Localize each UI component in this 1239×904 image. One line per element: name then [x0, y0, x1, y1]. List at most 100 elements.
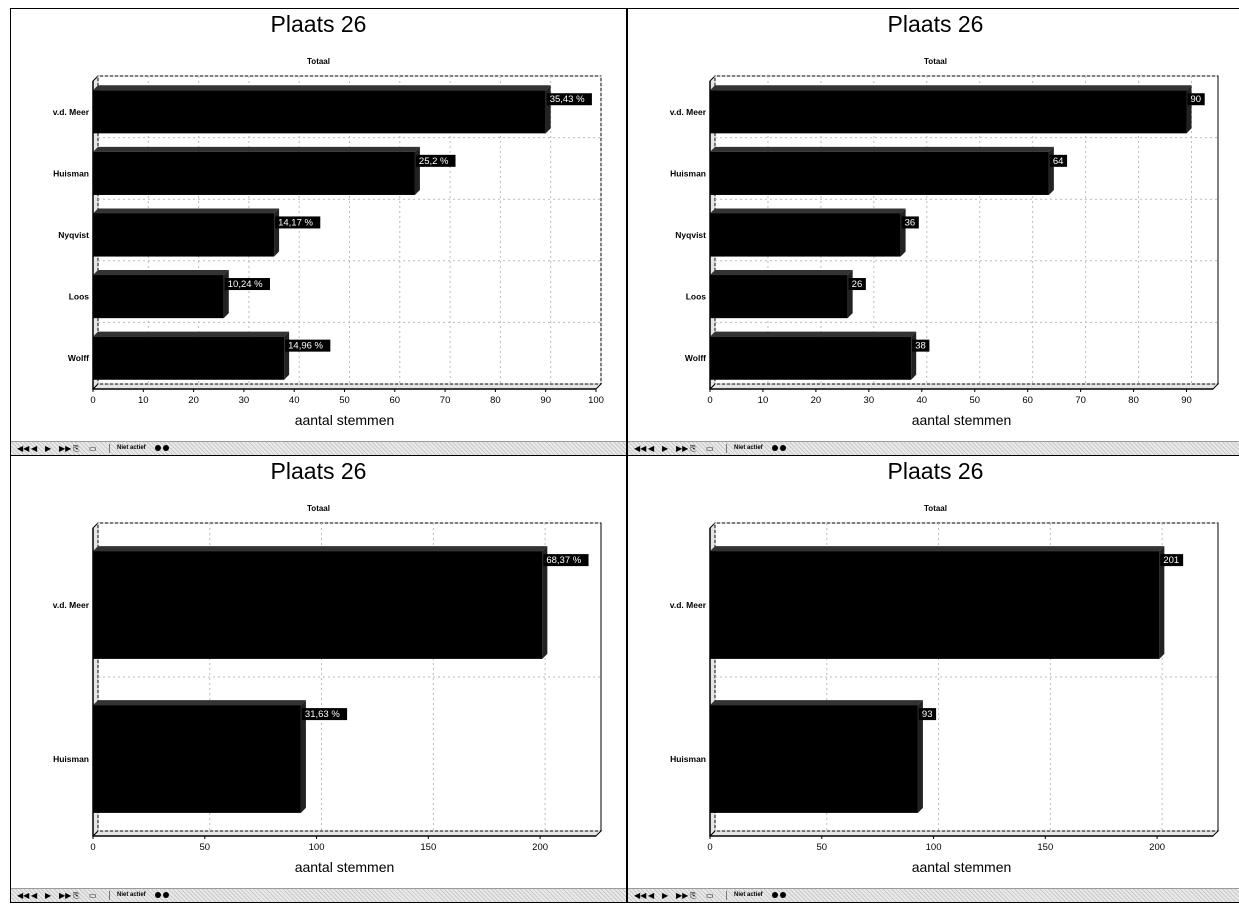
next-page-button[interactable]: ▶: [662, 891, 669, 900]
status-dot-icon[interactable]: [780, 445, 786, 451]
bar-end-face: [847, 270, 853, 319]
next-page-button[interactable]: ▶: [45, 891, 52, 900]
bar-top-face: [710, 270, 853, 276]
data-label-box: [301, 708, 348, 721]
bar: [93, 705, 301, 813]
bar: [93, 151, 415, 195]
category-label: Wolff: [685, 353, 706, 363]
x-tick-label: 150: [420, 842, 436, 853]
x-tick-label: 80: [490, 395, 501, 406]
bar-top-face: [710, 331, 917, 337]
x-axis-title: aantal stemmen: [295, 859, 395, 875]
x-tick-label: 20: [188, 395, 199, 406]
bar-chart: v.d. Meer 90 Huisman 64 Nyqvist 36 Loos 26 Wolff…: [670, 74, 1220, 428]
x-tick-label: 50: [816, 842, 827, 853]
category-label: Nyqvist: [675, 230, 706, 240]
bar-chart: v.d. Meer 35,43 % Huisman 25,2 % Nyqvist 14,1…: [53, 74, 604, 428]
category-label: v.d. Meer: [670, 107, 707, 117]
data-label: 31,63 %: [305, 709, 340, 720]
x-tick-label: 40: [917, 395, 928, 406]
status-dot-icon[interactable]: [780, 892, 786, 898]
view-button[interactable]: ▭: [706, 444, 714, 453]
bar-top-face: [93, 700, 306, 706]
data-label: 26: [852, 279, 863, 290]
bar-top-face: [93, 146, 420, 152]
data-label: 10,24 %: [228, 279, 263, 290]
bar: [710, 90, 1187, 134]
data-label-box: [901, 216, 919, 229]
bar-end-face: [1186, 85, 1192, 134]
toolbar-separator: [109, 444, 110, 453]
panel-title: Plaats 26: [887, 11, 984, 37]
export-button[interactable]: ⎘: [690, 444, 697, 453]
previous-page-button[interactable]: ◀: [648, 444, 655, 453]
bar-end-face: [223, 270, 229, 319]
category-label: Huisman: [670, 754, 706, 764]
first-page-button[interactable]: ◀◀: [634, 891, 647, 900]
first-page-button[interactable]: ◀◀: [17, 444, 30, 453]
category-label: v.d. Meer: [53, 107, 90, 117]
x-tick-label: 0: [707, 395, 712, 406]
first-page-button[interactable]: ◀◀: [17, 891, 30, 900]
previous-page-button[interactable]: ◀: [648, 891, 655, 900]
previous-page-button[interactable]: ◀: [31, 891, 38, 900]
chart-panel-percent-five: Plaats 26 Totaal v.d. Meer 35,43 % Huisman…: [10, 8, 627, 456]
bar-top-face: [93, 546, 548, 552]
x-axis-title: aantal stemmen: [295, 412, 395, 428]
x-tick-label: 90: [1181, 395, 1192, 406]
bar: [93, 90, 546, 134]
status-dot-icon[interactable]: [163, 892, 169, 898]
chart-toolbar: ◀◀ ◀ ▶ ▶▶ ⎘ ▭ Niet actief: [11, 888, 626, 902]
bar-top-face: [93, 85, 551, 91]
bar-end-face: [545, 85, 551, 134]
bar-top-face: [710, 146, 1054, 152]
bar: [710, 213, 901, 257]
bar-end-face: [542, 546, 548, 659]
data-label: 93: [922, 709, 933, 720]
previous-page-button[interactable]: ◀: [31, 444, 38, 453]
bar-end-face: [911, 331, 917, 380]
status-dot-icon[interactable]: [163, 445, 169, 451]
data-label: 201: [1163, 555, 1179, 566]
bar-top-face: [710, 85, 1192, 91]
category-label: Huisman: [670, 168, 706, 178]
bar: [93, 336, 285, 380]
last-page-button[interactable]: ▶▶: [59, 444, 72, 453]
bar-end-face: [1048, 146, 1054, 195]
view-button[interactable]: ▭: [89, 444, 97, 453]
status-dot-icon[interactable]: [772, 892, 778, 898]
last-page-button[interactable]: ▶▶: [676, 444, 689, 453]
data-label-box: [275, 216, 321, 229]
data-label: 25,2 %: [419, 156, 449, 167]
last-page-button[interactable]: ▶▶: [59, 891, 72, 900]
category-label: Nyqvist: [58, 230, 89, 240]
next-page-button[interactable]: ▶: [662, 444, 669, 453]
first-page-button[interactable]: ◀◀: [634, 444, 647, 453]
next-page-button[interactable]: ▶: [45, 444, 52, 453]
view-button[interactable]: ▭: [706, 891, 714, 900]
x-tick-label: 70: [440, 395, 451, 406]
bar-top-face: [710, 208, 906, 214]
x-tick-label: 50: [339, 395, 350, 406]
data-label: 35,43 %: [550, 94, 585, 105]
export-button[interactable]: ⎘: [73, 891, 80, 900]
toolbar-separator: [109, 891, 110, 900]
x-tick-label: 0: [90, 395, 95, 406]
status-dot-icon[interactable]: [155, 892, 161, 898]
x-tick-label: 80: [1128, 395, 1139, 406]
toolbar-separator: [726, 891, 727, 900]
status-dot-icon[interactable]: [155, 445, 161, 451]
bar-end-face: [414, 146, 420, 195]
data-label: 36: [905, 217, 916, 228]
data-label: 38: [915, 341, 926, 352]
status-dot-icon[interactable]: [772, 445, 778, 451]
bar: [710, 705, 918, 813]
last-page-button[interactable]: ▶▶: [676, 891, 689, 900]
panel-title: Plaats 26: [270, 11, 367, 37]
export-button[interactable]: ⎘: [73, 444, 80, 453]
category-label: Loos: [69, 292, 90, 302]
x-tick-label: 60: [390, 395, 401, 406]
chart-panel-percent-two: Plaats 26 Totaal v.d. Meer 68,37 % Huisman…: [10, 455, 627, 903]
export-button[interactable]: ⎘: [690, 891, 697, 900]
view-button[interactable]: ▭: [89, 891, 97, 900]
